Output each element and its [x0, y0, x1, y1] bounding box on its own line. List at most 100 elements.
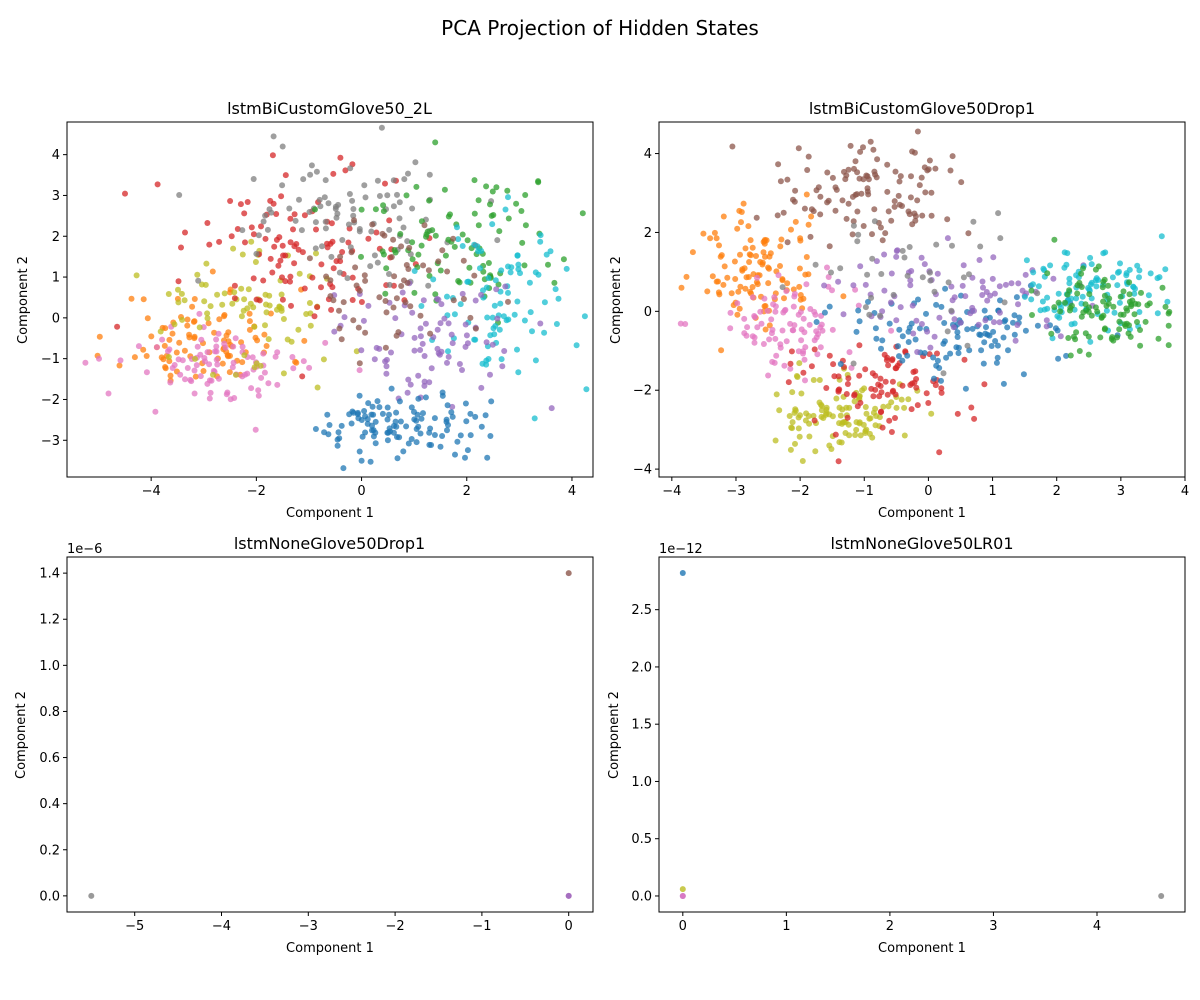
scatter-point [927, 277, 934, 284]
scatter-point [863, 410, 870, 417]
scatter-point [349, 274, 356, 281]
scatter-point [1106, 295, 1113, 302]
scatter-point [282, 252, 289, 259]
scatter-point [854, 169, 861, 176]
scatter-point [239, 359, 246, 366]
scatter-point [404, 238, 411, 245]
scatter-point [445, 236, 452, 243]
scatter-point [753, 279, 760, 286]
scatter-point [881, 351, 888, 358]
scatter-point [847, 142, 854, 149]
scatter-point [787, 365, 794, 372]
scatter-point [459, 290, 466, 297]
scatter-point [369, 221, 376, 228]
scatter-point [979, 278, 986, 285]
scatter-point [255, 232, 262, 239]
scatter-point [268, 209, 275, 216]
scatter-point [770, 301, 777, 308]
scatter-point [471, 336, 478, 343]
scatter-point [579, 210, 586, 217]
scatter-point [265, 380, 272, 387]
scatter-point [384, 404, 391, 411]
scatter-point [239, 343, 246, 350]
scatter-point [362, 329, 369, 336]
scatter-point [896, 178, 903, 185]
scatter-point [487, 332, 494, 339]
scatter-point [289, 354, 296, 360]
scatter-point [991, 319, 997, 326]
scatter-point [1022, 271, 1029, 278]
scatter-point [949, 153, 956, 160]
scatter-point [1035, 283, 1042, 290]
x-tick-label: −1 [855, 484, 874, 499]
scatter-point [835, 388, 842, 395]
scatter-point [1068, 302, 1075, 309]
x-tick-label: 0 [565, 919, 573, 934]
scatter-point [1136, 309, 1143, 315]
scatter-point [460, 257, 467, 264]
scatter-point [390, 304, 397, 311]
scatter-point [88, 892, 95, 899]
scatter-point [858, 190, 865, 197]
scatter-point [219, 360, 226, 367]
scatter-point [299, 249, 306, 256]
subplot-title: lstmBiCustomGlove50_2L [227, 99, 432, 119]
scatter-point [835, 278, 842, 285]
scatter-point [450, 235, 457, 242]
x-tick-label: −3 [726, 484, 745, 499]
scatter-point [905, 396, 912, 403]
scatter-point [707, 235, 714, 242]
scatter-point [140, 296, 147, 303]
scatter-point [312, 219, 319, 226]
scatter-point [314, 384, 321, 391]
scatter-point [434, 295, 440, 302]
scatter-point [213, 336, 220, 343]
scatter-point [826, 442, 833, 449]
scatter-point [762, 253, 768, 260]
scatter-point [994, 342, 1001, 349]
scatter-point [356, 392, 363, 399]
scatter-point [803, 254, 810, 260]
scatter-point [797, 296, 804, 303]
scatter-point [964, 342, 971, 349]
scatter-point [340, 465, 347, 472]
scatter-point [499, 363, 506, 370]
scatter-point [796, 265, 803, 272]
scatter-point [981, 307, 988, 314]
scatter-point [306, 209, 313, 215]
scatter-point [862, 430, 869, 436]
scatter-point [1002, 281, 1009, 288]
axis-ticks: 0 1 2 3 4 0.0 0.5 1.0 1.5 2.0 2.5 [631, 603, 1101, 934]
scatter-point [444, 268, 451, 275]
scatter-point [1011, 331, 1018, 338]
scatter-point [832, 207, 839, 214]
scatter-point [496, 326, 503, 333]
scatter-point [352, 264, 359, 271]
scatter-point [276, 234, 283, 241]
scatter-point [889, 378, 896, 385]
scatter-point [541, 329, 548, 336]
scatter-point [877, 312, 883, 319]
scatter-point [383, 265, 390, 272]
scatter-point [467, 432, 474, 439]
scatter-point [969, 325, 976, 332]
scatter-point [368, 228, 375, 235]
scatter-point [813, 334, 820, 341]
scatter-point [358, 206, 365, 213]
scatter-point [373, 344, 380, 351]
scatter-point [399, 289, 406, 296]
scatter-point [260, 277, 267, 284]
scatter-point [396, 398, 403, 405]
scatter-point [211, 329, 218, 336]
scatter-point [379, 230, 386, 237]
scatter-point [322, 339, 329, 346]
scatter-point [754, 324, 761, 331]
scatter-point [356, 360, 363, 367]
scatter-point [788, 424, 795, 431]
scatter-point [948, 307, 955, 314]
scatter-point [790, 286, 797, 293]
scatter-point [526, 279, 533, 286]
scatter-point [960, 274, 967, 281]
scatter-point [263, 309, 270, 316]
scatter-point [862, 304, 869, 311]
